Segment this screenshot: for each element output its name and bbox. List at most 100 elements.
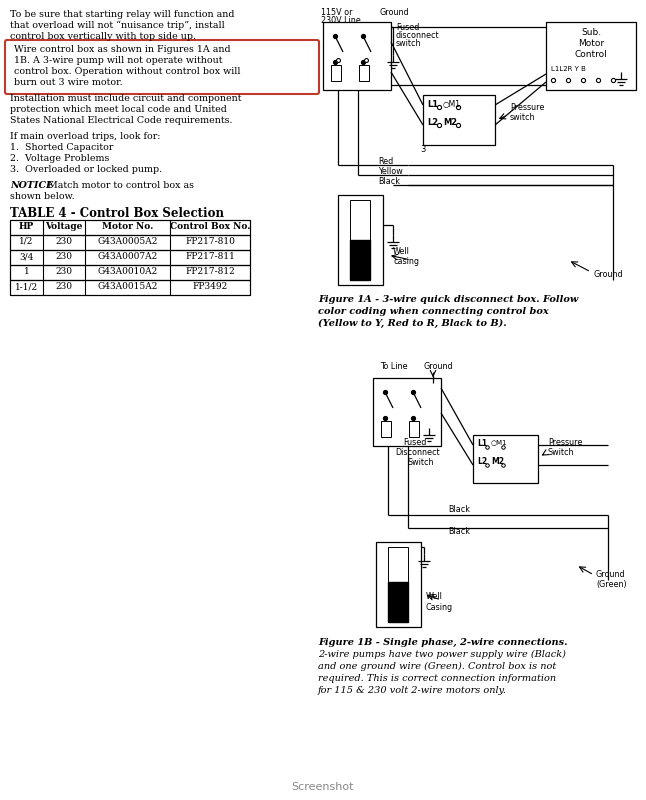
Bar <box>10 220 250 235</box>
Text: 3.  Overloaded or locked pump.: 3. Overloaded or locked pump. <box>10 165 162 174</box>
Text: shown below.: shown below. <box>10 192 75 201</box>
Text: disconnect: disconnect <box>396 31 440 40</box>
Text: switch: switch <box>510 113 536 122</box>
Text: 1.  Shorted Capacitor: 1. Shorted Capacitor <box>10 143 114 152</box>
Text: Switch: Switch <box>408 458 435 467</box>
Text: Well: Well <box>393 247 410 256</box>
Text: Well: Well <box>426 592 443 601</box>
Text: G43A0015A2: G43A0015A2 <box>98 282 158 291</box>
Text: G43A0007A2: G43A0007A2 <box>98 252 158 261</box>
Text: burn out 3 wire motor.: burn out 3 wire motor. <box>14 78 123 87</box>
Text: Ground: Ground <box>423 362 453 371</box>
Text: Pressure: Pressure <box>510 103 545 112</box>
Text: Fused: Fused <box>403 438 426 447</box>
Bar <box>359 65 369 81</box>
Text: States National Electrical Code requirements.: States National Electrical Code requirem… <box>10 116 233 125</box>
Text: Fused: Fused <box>396 23 419 32</box>
Bar <box>373 378 441 446</box>
Text: Ground: Ground <box>380 8 410 17</box>
Text: Ground: Ground <box>596 570 625 579</box>
Text: M2: M2 <box>443 118 457 127</box>
Text: 1: 1 <box>24 267 29 276</box>
Text: Motor: Motor <box>578 39 604 48</box>
Text: Motor No.: Motor No. <box>102 222 153 231</box>
Text: M2: M2 <box>491 457 504 466</box>
Bar <box>376 542 421 627</box>
Text: FP217-810: FP217-810 <box>185 237 235 246</box>
Text: G43A0010A2: G43A0010A2 <box>98 267 158 276</box>
Text: protection which meet local code and United: protection which meet local code and Uni… <box>10 105 227 114</box>
Text: 3: 3 <box>420 145 425 154</box>
Text: FP217-812: FP217-812 <box>185 267 235 276</box>
Text: ○M1: ○M1 <box>491 439 508 445</box>
Text: FP217-811: FP217-811 <box>185 252 235 261</box>
Bar <box>323 22 391 90</box>
Bar <box>409 421 419 437</box>
Text: L2: L2 <box>477 457 487 466</box>
Text: To be sure that starting relay will function and: To be sure that starting relay will func… <box>10 10 234 19</box>
Text: Switch: Switch <box>548 448 574 457</box>
Text: Control: Control <box>575 50 607 59</box>
Text: control box. Operation without control box will: control box. Operation without control b… <box>14 67 240 76</box>
Text: and one ground wire (Green). Control box is not: and one ground wire (Green). Control box… <box>318 662 556 671</box>
Text: 115V or: 115V or <box>321 8 353 17</box>
Bar <box>350 200 370 280</box>
Text: control box vertically with top side up.: control box vertically with top side up. <box>10 32 196 41</box>
Text: TABLE 4 - Control Box Selection: TABLE 4 - Control Box Selection <box>10 207 224 220</box>
Text: L1: L1 <box>477 439 487 448</box>
Text: Black: Black <box>448 505 470 514</box>
Text: NOTICE: NOTICE <box>10 181 53 190</box>
Text: color coding when connecting control box: color coding when connecting control box <box>318 307 548 316</box>
Text: that overload will not “nuisance trip”, install: that overload will not “nuisance trip”, … <box>10 21 225 30</box>
Bar <box>423 95 495 145</box>
Text: Voltage: Voltage <box>45 222 83 231</box>
Text: Red: Red <box>378 157 393 166</box>
Text: 230V Line: 230V Line <box>321 16 360 25</box>
Text: 2.  Voltage Problems: 2. Voltage Problems <box>10 154 109 163</box>
Text: required. This is correct connection information: required. This is correct connection inf… <box>318 674 556 683</box>
Bar <box>10 250 250 265</box>
Text: ○M1: ○M1 <box>443 100 461 109</box>
Text: Figure 1A - 3-wire quick disconnect box. Follow: Figure 1A - 3-wire quick disconnect box.… <box>318 295 578 304</box>
Text: L1: L1 <box>427 100 438 109</box>
Text: Sub.: Sub. <box>581 28 601 37</box>
Text: 230: 230 <box>56 282 72 291</box>
Text: To Line: To Line <box>380 362 408 371</box>
Bar <box>338 195 383 285</box>
Text: Figure 1B - Single phase, 2-wire connections.: Figure 1B - Single phase, 2-wire connect… <box>318 638 567 647</box>
Text: Wire control box as shown in Figures 1A and: Wire control box as shown in Figures 1A … <box>14 45 231 54</box>
Polygon shape <box>350 240 370 280</box>
Bar <box>331 65 341 81</box>
Text: Control Box No.: Control Box No. <box>170 222 250 231</box>
Text: L2: L2 <box>427 118 438 127</box>
Text: Match motor to control box as: Match motor to control box as <box>45 181 194 190</box>
Bar <box>10 280 250 295</box>
Text: switch: switch <box>396 39 421 48</box>
Text: 3/4: 3/4 <box>19 252 34 261</box>
Text: 230: 230 <box>56 252 72 261</box>
Text: Black: Black <box>378 177 400 186</box>
Text: Installation must include circuit and component: Installation must include circuit and co… <box>10 94 242 103</box>
Text: 1-1/2: 1-1/2 <box>15 282 38 291</box>
Text: 230: 230 <box>56 237 72 246</box>
Text: Pressure: Pressure <box>548 438 583 447</box>
Bar <box>381 421 391 437</box>
Text: (Green): (Green) <box>596 580 627 589</box>
Text: for 115 & 230 volt 2-wire motors only.: for 115 & 230 volt 2-wire motors only. <box>318 686 507 695</box>
Text: 2-wire pumps have two power supply wire (Black): 2-wire pumps have two power supply wire … <box>318 650 566 659</box>
Bar <box>473 435 538 483</box>
Polygon shape <box>388 582 408 622</box>
Text: Black: Black <box>448 527 470 536</box>
Bar <box>10 235 250 250</box>
Text: 1/2: 1/2 <box>19 237 34 246</box>
Text: Yellow: Yellow <box>378 167 402 176</box>
Text: 230: 230 <box>56 267 72 276</box>
Text: Disconnect: Disconnect <box>395 448 440 457</box>
Text: G43A0005A2: G43A0005A2 <box>98 237 158 246</box>
Text: casing: casing <box>393 257 419 266</box>
Bar <box>546 22 636 90</box>
Text: (Yellow to Y, Red to R, Black to B).: (Yellow to Y, Red to R, Black to B). <box>318 319 506 328</box>
Text: HP: HP <box>19 222 34 231</box>
Bar <box>388 547 408 622</box>
Text: Screenshot: Screenshot <box>292 782 354 792</box>
